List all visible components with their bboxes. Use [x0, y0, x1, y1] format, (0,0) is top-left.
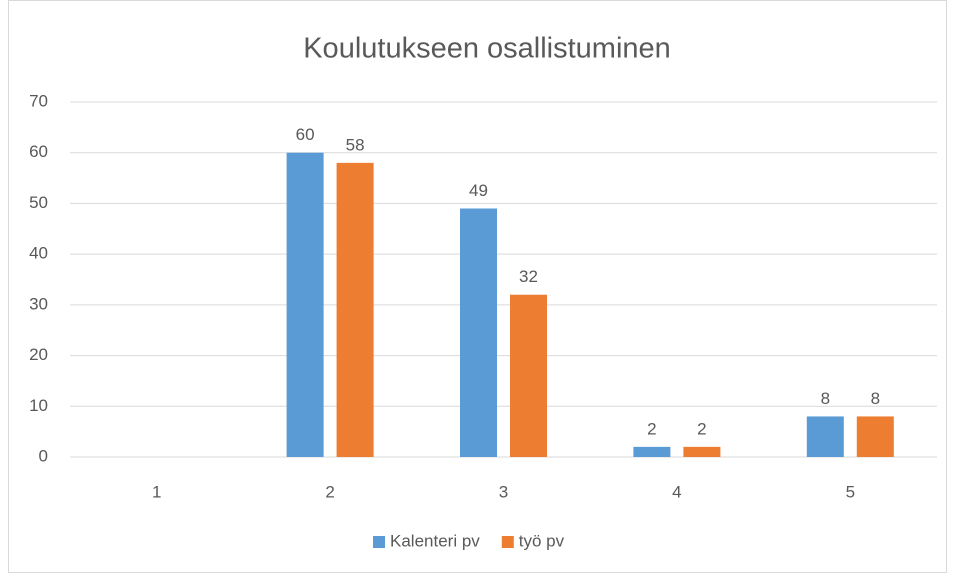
x-tick-label: 5	[846, 482, 855, 501]
bar	[633, 446, 671, 457]
y-tick-label: 10	[29, 396, 48, 415]
chart-title: Koulutukseen osallistuminen	[303, 33, 671, 65]
x-tick-label: 1	[152, 482, 161, 501]
data-label: 2	[647, 419, 656, 438]
y-tick-label: 30	[29, 294, 48, 313]
data-label: 49	[469, 181, 488, 200]
data-label: 32	[519, 267, 538, 286]
x-tick-label: 4	[672, 482, 681, 501]
x-tick-label: 3	[499, 482, 508, 501]
y-tick-label: 20	[29, 345, 48, 364]
x-tick-label: 2	[325, 482, 334, 501]
legend-label: työ pv	[519, 531, 565, 550]
y-tick-label: 60	[29, 142, 48, 161]
y-tick-label: 50	[29, 193, 48, 212]
legend-swatch	[501, 536, 514, 548]
bar	[806, 416, 844, 457]
y-tick-label: 0	[39, 446, 48, 465]
data-label: 2	[697, 419, 706, 438]
data-label: 58	[346, 135, 365, 154]
bar	[856, 416, 894, 457]
legend-label: Kalenteri pv	[390, 531, 480, 550]
bar	[286, 152, 324, 457]
data-label: 60	[296, 125, 315, 144]
data-label: 8	[821, 389, 830, 408]
legend-swatch	[373, 536, 385, 548]
bar	[510, 294, 547, 457]
bar	[460, 208, 497, 457]
y-tick-label: 70	[29, 91, 48, 110]
data-label: 8	[871, 389, 880, 408]
bar	[683, 446, 721, 457]
bar	[336, 162, 374, 457]
y-tick-label: 40	[29, 244, 48, 263]
